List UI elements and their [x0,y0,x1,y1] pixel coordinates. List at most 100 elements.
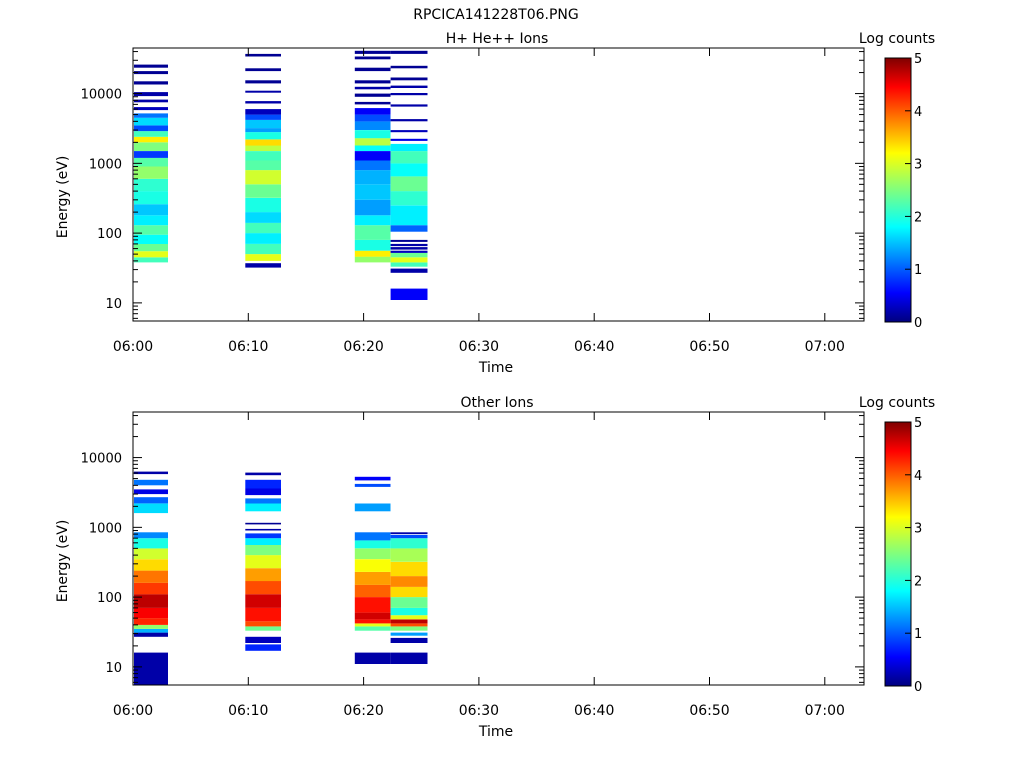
heatmap-cell [354,86,391,90]
heatmap-cell [245,233,281,244]
heatmap-cell [390,576,428,587]
heatmap-cell [390,247,428,250]
heatmap-cell [245,243,281,255]
heatmap-cell [390,252,428,258]
heatmap-cell [134,107,168,111]
x-tick-label: 06:20 [343,703,383,719]
heatmap-cell [354,559,391,572]
colorbar-tick-label: 4 [914,469,922,484]
heatmap-cell [134,204,168,216]
colorbar [884,57,912,323]
heatmap-cell [245,68,281,72]
x-tick-label: 06:30 [459,339,499,355]
heatmap-cell [245,594,281,608]
heatmap-cell [134,582,168,595]
colorbar-label: Log counts [859,395,935,411]
heatmap-cell [354,626,391,631]
heatmap-cell [245,128,281,133]
heatmap-cell [354,93,391,97]
heatmap-cell [390,130,428,133]
heatmap-cell [390,143,428,152]
heatmap-cell [354,199,391,216]
heatmap-cell [354,571,391,585]
heatmap-cell [354,108,391,115]
y-tick-label: 10 [105,297,122,312]
heatmap-cell [354,215,391,226]
heatmap-cell [245,533,281,539]
heatmap-cells [134,50,428,300]
heatmap-cell [390,262,428,267]
x-ticks: 06:00 06:10 06:20 06:30 06:40 06:50 07:00 [113,412,845,719]
x-tick-label: 06:50 [689,339,729,355]
y-tick-label: 1000 [89,521,122,536]
heatmap-cell [390,532,428,535]
heatmap-cell [390,619,428,624]
heatmap-cell [245,109,281,115]
heatmap-cell [245,472,281,476]
heatmap-cell [134,471,168,475]
heatmap-cell [134,131,168,137]
x-axis-label: Time [478,724,513,740]
heatmap-cell [354,80,391,84]
heatmap-cell [354,612,391,620]
heatmap-cell [390,104,428,107]
heatmap-cell [390,243,428,247]
heatmap-cell [245,581,281,595]
colorbar-tick-label: 1 [914,627,922,642]
heatmap-cell [134,257,168,263]
heatmap-cell [245,528,281,531]
colorbar-tick-label: 0 [914,680,922,695]
heatmap-cell [245,222,281,234]
heatmap-cell [134,81,168,85]
heatmap-cell [245,184,281,198]
heatmap-cell [390,239,428,242]
heatmap-cell [354,584,391,598]
x-tick-label: 06:00 [113,339,153,355]
heatmap-cell [390,637,428,643]
colorbar-tick-label: 1 [914,263,922,278]
colorbar-tick-label: 3 [914,158,922,173]
heatmap-cell [134,64,168,68]
heatmap-cell [245,212,281,223]
heatmap-cell [390,93,428,96]
heatmap-cell [390,257,428,263]
heatmap-cell [390,586,428,598]
heatmap-cell [390,632,428,636]
heatmap-cell [245,170,281,185]
heatmap-cell [354,619,391,624]
heatmap-cell [134,125,168,132]
x-tick-label: 06:40 [574,339,614,355]
heatmap-cell [245,139,281,146]
heatmap-cell [354,138,391,146]
x-tick-label: 06:00 [113,703,153,719]
colorbar [884,421,912,687]
heatmap-cell [134,178,168,192]
heatmap-cell [390,626,428,631]
heatmap-cell [134,479,168,486]
heatmap-cell [354,652,391,664]
heatmap-cell [354,623,391,627]
heatmap-cell [134,632,168,637]
y-axis-label: Energy (eV) [55,520,71,603]
heatmap-cell [354,250,391,257]
heatmap-cell [390,534,428,539]
x-tick-label: 06:10 [228,703,268,719]
heatmap-cell [134,489,168,495]
heatmap-cell [354,256,391,263]
heatmap-cell [354,597,391,613]
heatmap-cell [245,644,281,651]
panel-title: Other Ions [460,395,533,411]
heatmap-cell [245,626,281,631]
heatmap-cell [134,113,168,118]
heatmap-cell [134,618,168,625]
heatmap-cell [390,225,428,232]
heatmap-cell [390,191,428,206]
colorbar-tick-label: 2 [914,574,922,589]
heatmap-cell [134,607,168,619]
heatmap-cell [134,151,168,158]
heatmap-cell [245,132,281,140]
heatmap-cell [134,225,168,235]
heatmap-cell [245,636,281,643]
